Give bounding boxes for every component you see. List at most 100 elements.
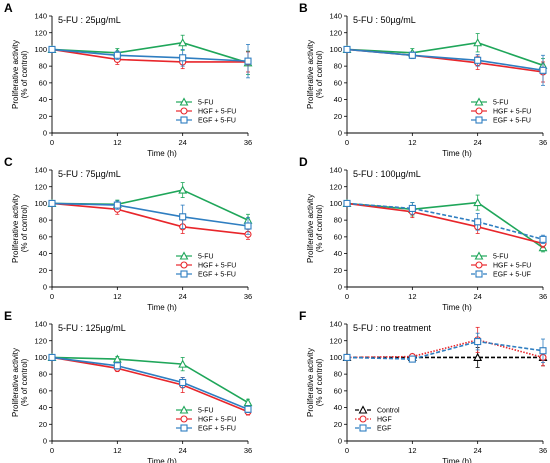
x-tick-label: 0 bbox=[345, 138, 349, 147]
y-axis-label: Proliferative activity bbox=[11, 194, 20, 263]
x-tick-label: 36 bbox=[539, 138, 547, 147]
data-point bbox=[473, 352, 483, 361]
data-point bbox=[408, 51, 416, 59]
y-tick-label: 40 bbox=[39, 249, 47, 258]
y-tick-label: 120 bbox=[329, 28, 342, 37]
data-point bbox=[178, 185, 188, 194]
series-5-fu bbox=[342, 194, 548, 253]
panel-letter: E bbox=[4, 309, 12, 323]
x-tick-label: 24 bbox=[473, 138, 481, 147]
x-tick-label: 36 bbox=[244, 446, 252, 455]
legend-marker bbox=[475, 107, 483, 115]
data-point bbox=[113, 51, 121, 59]
y-axis-label: Proliferative activity bbox=[306, 348, 315, 417]
series-egf-5-uf bbox=[343, 199, 547, 244]
y-axis-label-unit: (% of control) bbox=[315, 50, 324, 98]
series-hgf-5-fu bbox=[48, 199, 252, 240]
y-tick-label: 100 bbox=[329, 353, 342, 362]
condition-label: 5-FU : 125µg/mL bbox=[58, 323, 126, 333]
x-axis-label: Time (h) bbox=[147, 457, 177, 463]
x-tick-label: 36 bbox=[539, 292, 547, 301]
data-point bbox=[113, 201, 121, 209]
data-point bbox=[48, 353, 56, 361]
y-tick-label: 40 bbox=[39, 403, 47, 412]
series-line bbox=[51, 356, 249, 413]
data-point bbox=[474, 218, 482, 226]
y-tick-label: 0 bbox=[43, 437, 47, 446]
legend-marker bbox=[474, 251, 484, 260]
panel-c: C 0 20 40 60 80 100 120 140 0 12 24 36 Time (h) Prolif… bbox=[4, 155, 253, 312]
legend-marker bbox=[180, 424, 188, 432]
series-hgf-5-fu bbox=[343, 199, 547, 249]
y-tick-label: 60 bbox=[334, 232, 342, 241]
series-egf bbox=[343, 332, 547, 363]
data-point bbox=[243, 397, 253, 407]
condition-label: 5-FU : 50µg/mL bbox=[353, 15, 416, 25]
x-tick-label: 12 bbox=[113, 138, 121, 147]
panel-letter: B bbox=[299, 1, 308, 15]
condition-label: 5-FU : 75µg/mL bbox=[58, 169, 121, 179]
y-tick-label: 60 bbox=[334, 386, 342, 395]
y-tick-label: 40 bbox=[334, 403, 342, 412]
data-point bbox=[539, 235, 547, 243]
legend-marker bbox=[180, 261, 188, 269]
series-line bbox=[51, 189, 249, 221]
panel-f: F 0 20 40 60 80 100 120 140 0 12 24 36 Time (h) Prolif… bbox=[299, 309, 548, 463]
series-egf-5-fu bbox=[48, 353, 252, 413]
legend-marker bbox=[180, 107, 188, 115]
data-point bbox=[539, 66, 547, 74]
y-tick-label: 120 bbox=[34, 182, 47, 191]
data-point bbox=[473, 197, 483, 207]
y-tick-label: 0 bbox=[338, 129, 342, 138]
y-tick-label: 140 bbox=[34, 320, 47, 329]
legend: Control HGF EGF bbox=[355, 405, 400, 433]
x-tick-label: 24 bbox=[178, 446, 186, 455]
y-tick-label: 80 bbox=[334, 62, 342, 71]
legend: 5-FU HGF + 5-FU EGF + 5-FU bbox=[176, 405, 236, 433]
legend: 5-FU HGF + 5-FU EGF + 5-FU bbox=[176, 97, 236, 125]
y-tick-label: 100 bbox=[34, 45, 47, 54]
x-tick-label: 0 bbox=[50, 446, 54, 455]
y-tick-label: 20 bbox=[334, 420, 342, 429]
y-axis-label-unit: (% of control) bbox=[20, 50, 29, 98]
series-egf-5-fu bbox=[48, 199, 252, 235]
y-tick-label: 100 bbox=[329, 199, 342, 208]
series-line bbox=[346, 202, 544, 241]
x-tick-label: 24 bbox=[473, 292, 481, 301]
y-tick-label: 120 bbox=[329, 182, 342, 191]
panel-a: A 0 20 40 60 80 100 120 140 0 12 24 36 Time (h) Prolif… bbox=[4, 1, 253, 158]
data-point bbox=[48, 199, 56, 207]
legend-marker bbox=[475, 116, 483, 124]
y-axis-label-unit: (% of control) bbox=[315, 358, 324, 406]
legend-label: EGF + 5-FU bbox=[198, 272, 236, 279]
data-point bbox=[179, 213, 187, 221]
y-tick-label: 0 bbox=[43, 129, 47, 138]
legend-marker bbox=[359, 424, 367, 432]
legend-label: HGF + 5-FU bbox=[493, 109, 531, 116]
y-axis-label: Proliferative activity bbox=[306, 40, 315, 109]
legend-label: EGF + 5-FU bbox=[198, 118, 236, 125]
data-point bbox=[473, 38, 483, 47]
y-tick-label: 60 bbox=[39, 232, 47, 241]
legend-label: EGF bbox=[377, 426, 391, 433]
series-line bbox=[51, 48, 248, 63]
legend-marker bbox=[359, 415, 367, 423]
legend-label: 5-FU bbox=[493, 254, 509, 261]
y-axis-label: Proliferative activity bbox=[11, 40, 20, 109]
series-line bbox=[51, 356, 249, 404]
data-point bbox=[408, 355, 416, 363]
panel-e: E 0 20 40 60 80 100 120 140 0 12 24 36 Time (h) Prolif… bbox=[4, 309, 253, 463]
y-tick-label: 140 bbox=[34, 12, 47, 21]
y-tick-label: 0 bbox=[338, 283, 342, 292]
x-axis-label: Time (h) bbox=[442, 303, 472, 312]
y-tick-label: 60 bbox=[39, 386, 47, 395]
data-point bbox=[244, 222, 252, 230]
y-tick-label: 0 bbox=[43, 283, 47, 292]
series-line bbox=[346, 41, 544, 67]
y-axis-label: Proliferative activity bbox=[11, 348, 20, 417]
series-line bbox=[51, 48, 249, 62]
legend-label: 5-FU bbox=[198, 100, 214, 107]
x-tick-label: 0 bbox=[345, 292, 349, 301]
y-tick-label: 80 bbox=[39, 370, 47, 379]
legend-label: EGF + 5-FU bbox=[198, 426, 236, 433]
